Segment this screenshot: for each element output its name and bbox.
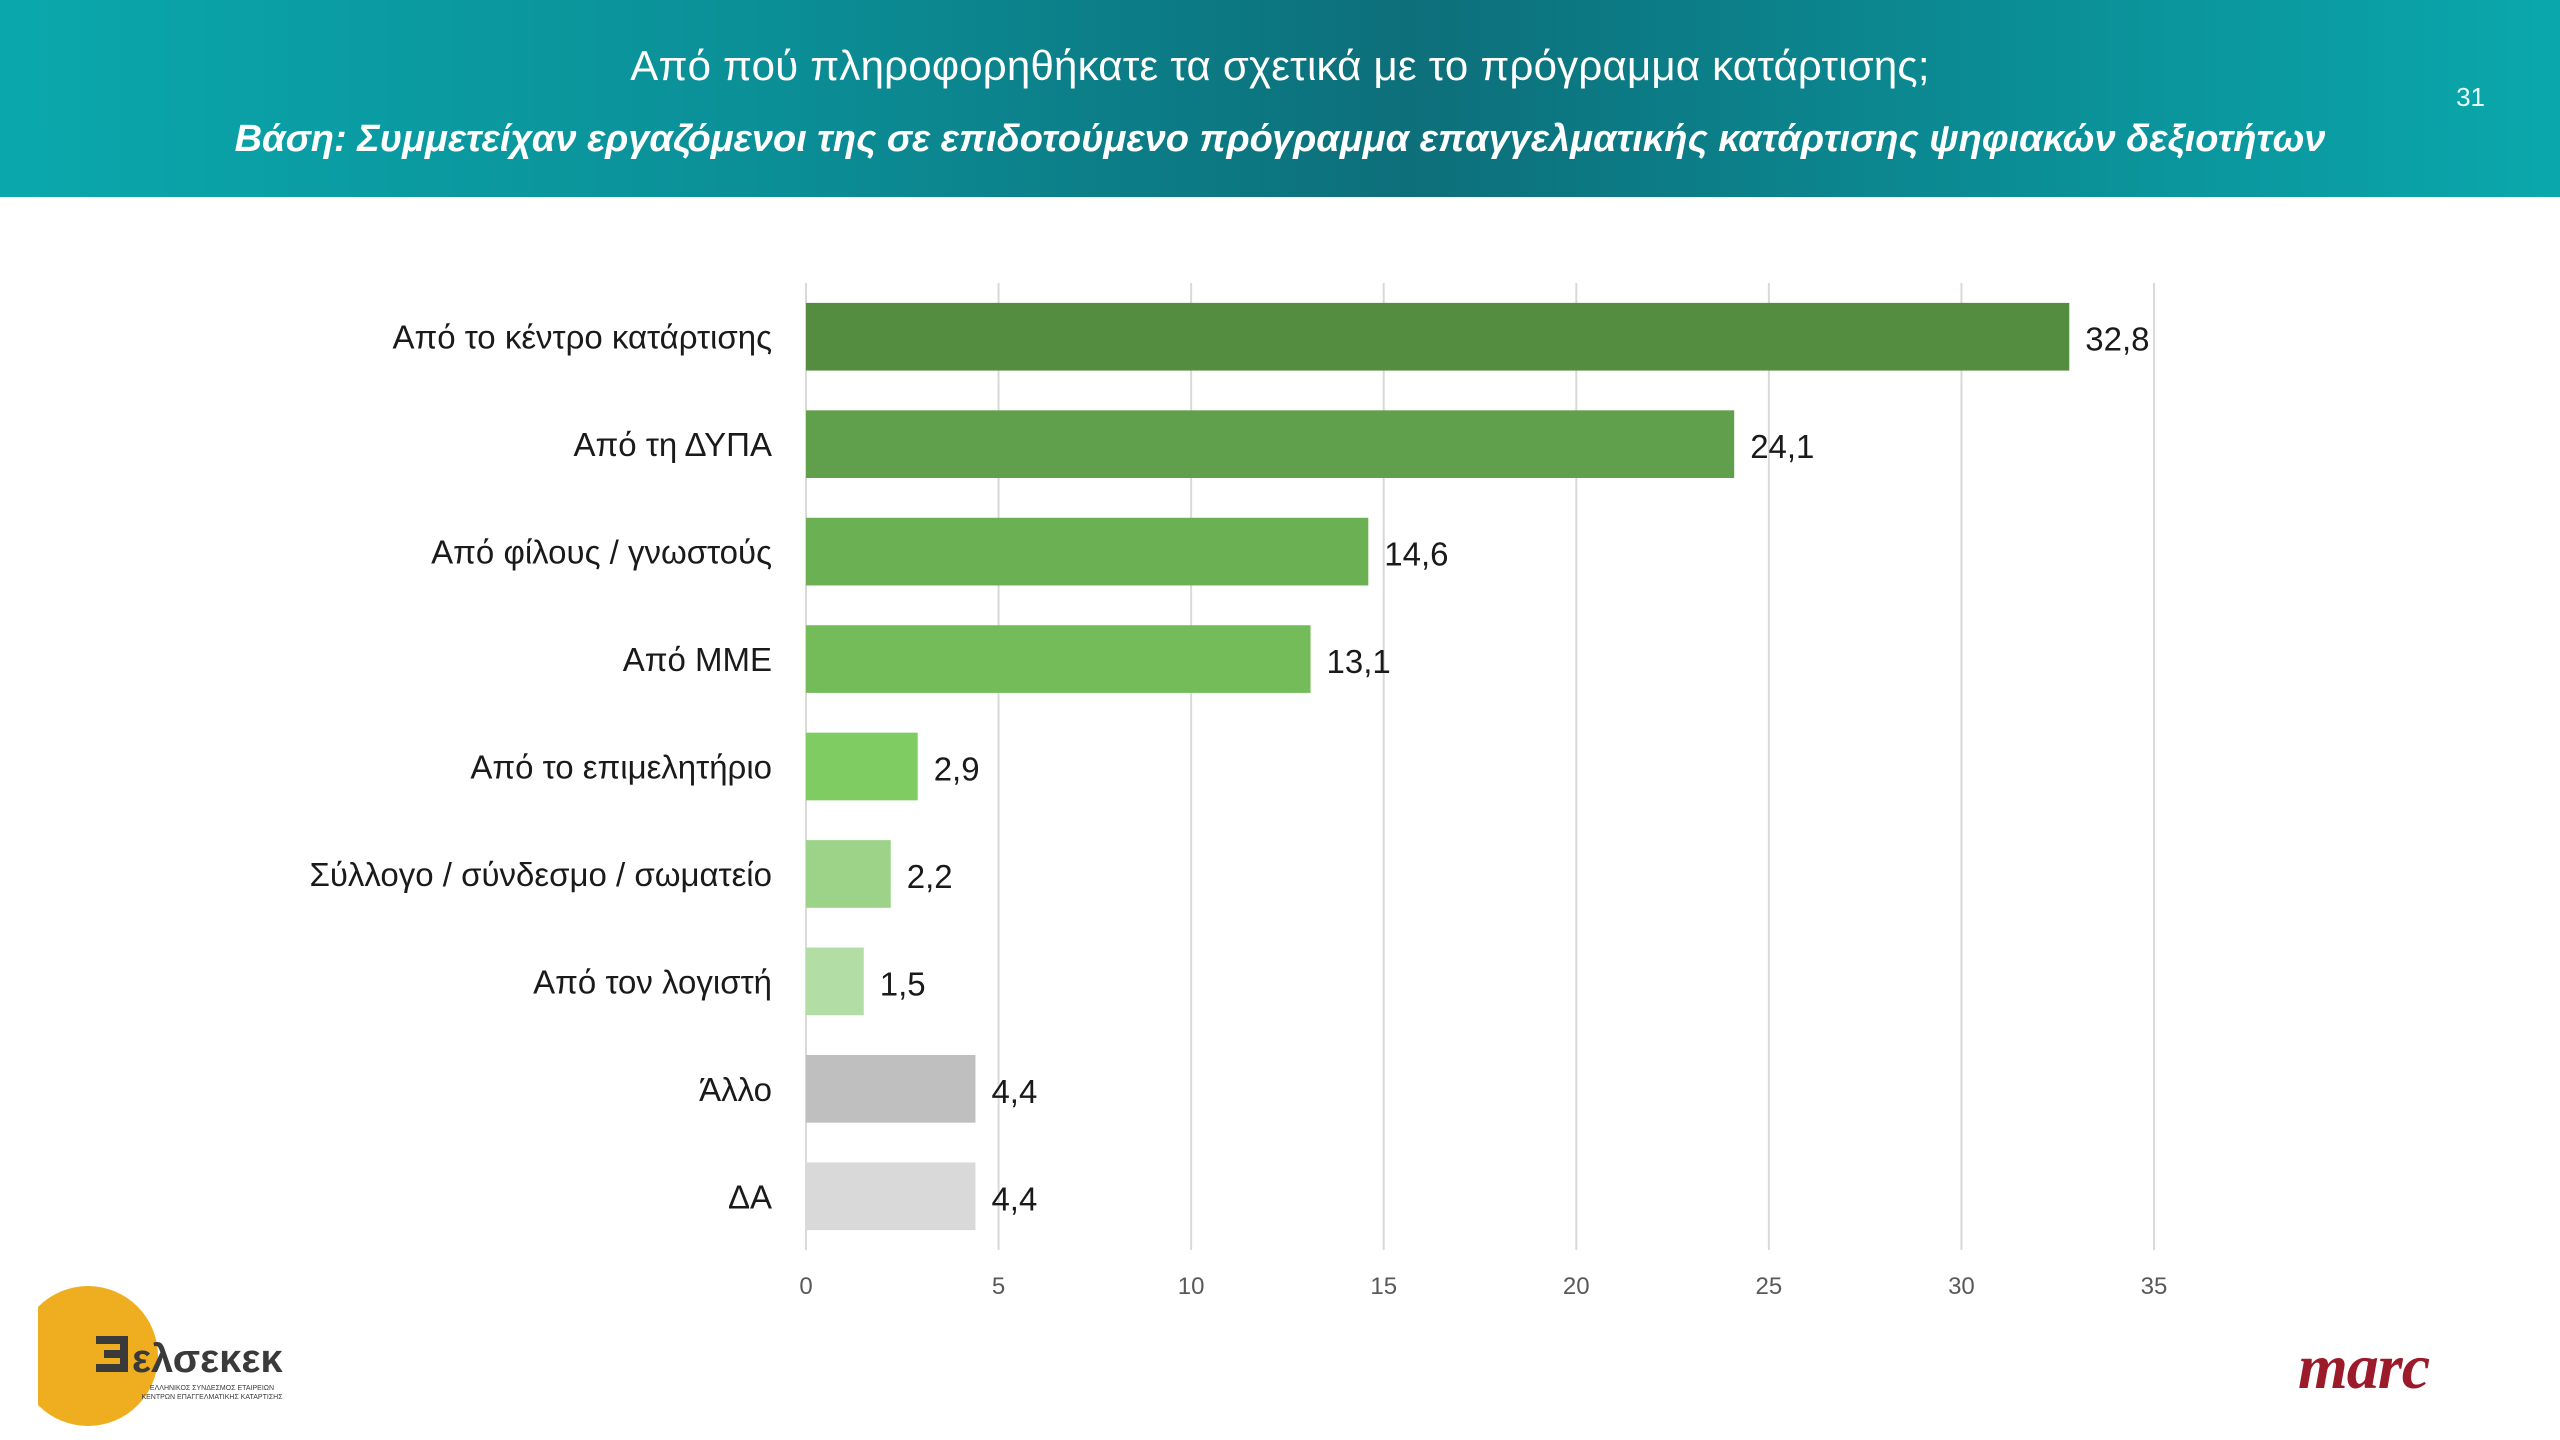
bar	[806, 947, 864, 1016]
labels: 0 5 10 15 20 25 30 35 Από το κέντρο κατάρτισης 32…	[309, 319, 2167, 1300]
page-number: 31	[2456, 82, 2485, 112]
bar	[806, 302, 2070, 371]
data-label: 32,8	[2085, 321, 2149, 358]
elsekek-logo-bar-mid	[104, 1350, 128, 1358]
bar	[806, 1162, 976, 1231]
data-label: 24,1	[1750, 428, 1814, 465]
elsekek-logo-circle	[18, 1286, 158, 1426]
category-label: Σύλλογο / σύνδεσμο / σωματείο	[309, 856, 772, 893]
data-label: 14,6	[1384, 536, 1448, 573]
x-tick-label: 20	[1563, 1273, 1590, 1300]
bar	[806, 517, 1369, 586]
category-label: Από τη ΔΥΠΑ	[574, 426, 772, 463]
category-label: Από το επιμελητήριο	[470, 749, 772, 786]
elsekek-logo-tagline-1: ΕΛΛΗΝΙΚΟΣ ΣΥΝΔΕΣΜΟΣ ΕΤΑΙΡΕΙΩΝ	[150, 1385, 274, 1392]
category-label: Από το κέντρο κατάρτισης	[392, 319, 772, 356]
bars	[806, 302, 2070, 1231]
x-tick-label: 0	[799, 1273, 812, 1300]
category-label: Από ΜΜΕ	[623, 641, 772, 678]
x-tick-label: 15	[1370, 1273, 1397, 1300]
data-label: 13,1	[1327, 643, 1391, 680]
x-tick-label: 10	[1178, 1273, 1205, 1300]
elsekek-logo-bar-bot	[96, 1364, 128, 1372]
bar	[806, 840, 891, 908]
data-label: 2,9	[934, 751, 980, 788]
x-tick-label: 25	[1756, 1273, 1783, 1300]
marc-logo: marc	[2298, 1331, 2430, 1402]
elsekek-logo-name: ελσεκεκ	[132, 1337, 283, 1381]
x-tick-label: 5	[992, 1273, 1005, 1300]
elsekek-logo-bar-top	[96, 1336, 128, 1344]
bar	[806, 732, 918, 801]
x-tick-label: 35	[2141, 1273, 2168, 1300]
category-label: Από τον λογιστή	[533, 963, 772, 1000]
bar	[806, 625, 1311, 693]
bar	[806, 1054, 976, 1123]
data-label: 4,4	[991, 1180, 1037, 1217]
header-banner: Από πού πληροφορηθήκατε τα σχετικά με το…	[0, 0, 2560, 197]
category-label: Από φίλους / γνωστούς	[431, 534, 772, 571]
x-tick-label: 30	[1948, 1273, 1975, 1300]
bar	[806, 410, 1735, 479]
data-label: 2,2	[907, 858, 953, 895]
category-label: ΔΑ	[728, 1178, 772, 1215]
data-label: 4,4	[991, 1073, 1037, 1110]
elsekek-logo-tagline-2: ΚΕΝΤΡΩΝ ΕΠΑΓΓΕΛΜΑΤΙΚΗΣ ΚΑΤΑΡΤΙΣΗΣ	[141, 1394, 283, 1401]
page-subtitle: Βάση: Συμμετείχαν εργαζόμενοι της σε επι…	[234, 118, 2326, 160]
page-title: Από πού πληροφορηθήκατε τα σχετικά με το…	[630, 42, 1930, 89]
category-label: Άλλο	[699, 1071, 772, 1108]
data-label: 1,5	[880, 965, 926, 1002]
elsekek-logo: ελσεκεκ ΕΛΛΗΝΙΚΟΣ ΣΥΝΔΕΣΜΟΣ ΕΤΑΙΡΕΙΩΝ ΚΕ…	[18, 1282, 318, 1437]
elsekek-logo-bar-side	[120, 1336, 128, 1372]
